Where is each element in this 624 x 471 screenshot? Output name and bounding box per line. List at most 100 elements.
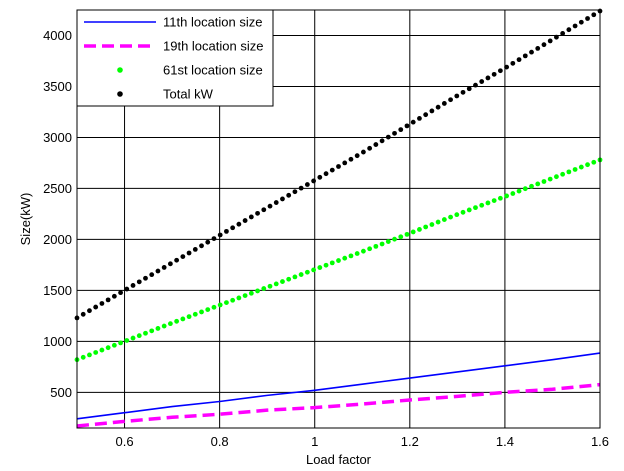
data-point	[367, 246, 373, 252]
data-point	[504, 193, 510, 199]
data-point	[124, 286, 130, 292]
series-19th-location-size	[76, 382, 601, 428]
data-point	[448, 97, 453, 103]
data-point	[161, 265, 167, 270]
data-point	[336, 258, 341, 263]
data-point	[385, 134, 391, 140]
legend-marker	[117, 91, 123, 97]
data-point	[585, 16, 590, 21]
data-point	[348, 156, 354, 162]
data-point	[516, 57, 522, 63]
data-point	[578, 164, 584, 170]
data-point	[410, 229, 416, 235]
data-point	[273, 281, 279, 287]
data-point	[547, 38, 553, 44]
data-point	[541, 179, 547, 184]
data-point	[80, 311, 86, 317]
data-point	[473, 82, 478, 88]
data-point	[504, 64, 510, 70]
data-point	[180, 254, 186, 260]
data-point	[174, 318, 180, 324]
data-point	[417, 116, 422, 121]
data-point	[454, 93, 460, 99]
data-point	[460, 209, 466, 215]
data-point	[329, 167, 335, 173]
tick-labels: 0.6 0.8 1 1.2 1.4 1.6 500 1000 1500 2000 2500 3000 3…	[43, 28, 609, 449]
data-point	[242, 218, 248, 223]
y-tick-label: 2500	[43, 181, 72, 196]
data-point	[460, 89, 466, 95]
legend-item: 11th location size	[84, 15, 263, 30]
x-axis-label: Load factor	[306, 452, 372, 467]
data-point	[118, 340, 123, 346]
data-point	[280, 279, 285, 284]
data-point	[167, 261, 173, 267]
data-point	[566, 27, 572, 33]
data-point	[261, 207, 267, 213]
data-point	[529, 183, 534, 189]
data-point	[529, 49, 534, 55]
series-line	[76, 352, 601, 420]
legend-label: 11th location size	[163, 15, 263, 30]
data-point	[329, 260, 335, 266]
y-tick-label: 500	[50, 385, 72, 400]
data-point	[510, 191, 516, 196]
data-point	[199, 243, 204, 249]
data-point	[398, 127, 404, 133]
data-point	[292, 189, 298, 195]
data-point	[535, 46, 541, 51]
data-point	[454, 212, 460, 218]
data-point	[230, 225, 236, 231]
data-point	[124, 338, 130, 343]
series-line	[76, 382, 601, 428]
data-point	[230, 297, 236, 303]
data-point	[435, 219, 441, 225]
data-point	[379, 241, 385, 247]
data-point	[323, 262, 329, 268]
data-point	[491, 71, 497, 77]
legend: 11th location size 19th location size 61st…	[76, 9, 274, 107]
data-point	[217, 302, 223, 308]
data-point	[273, 200, 279, 205]
data-point	[143, 275, 148, 281]
data-point	[473, 205, 478, 211]
data-point	[155, 326, 161, 331]
data-point	[591, 159, 597, 165]
data-point	[248, 290, 254, 296]
data-point	[323, 171, 329, 177]
x-tick-label: 0.8	[211, 434, 229, 449]
data-point	[80, 354, 86, 360]
y-tick-label: 1000	[43, 334, 72, 349]
data-point	[392, 236, 397, 242]
data-point	[186, 314, 192, 320]
data-point	[392, 130, 397, 136]
legend-item: 19th location size	[84, 39, 263, 54]
data-point	[199, 309, 204, 315]
data-point	[373, 142, 379, 147]
data-point	[99, 301, 105, 306]
data-point	[93, 304, 99, 310]
data-point	[192, 311, 198, 317]
data-point	[217, 232, 223, 238]
series-61st-location-size	[74, 157, 603, 363]
legend-box	[76, 9, 274, 107]
data-point	[149, 272, 155, 278]
data-point	[136, 279, 142, 285]
data-point	[404, 231, 410, 237]
data-point	[130, 335, 136, 341]
data-point	[118, 290, 123, 296]
legend-marker	[117, 67, 123, 73]
data-point	[111, 342, 117, 348]
data-point	[336, 164, 341, 169]
data-point	[466, 86, 472, 92]
data-point	[224, 228, 229, 234]
data-point	[99, 347, 105, 353]
data-point	[516, 188, 522, 194]
data-point	[497, 195, 503, 201]
legend-item: 61st location size	[117, 63, 263, 78]
data-point	[367, 145, 373, 151]
y-tick-label: 2000	[43, 232, 72, 247]
data-point	[354, 153, 360, 159]
data-point	[441, 101, 447, 106]
data-point	[105, 297, 111, 303]
